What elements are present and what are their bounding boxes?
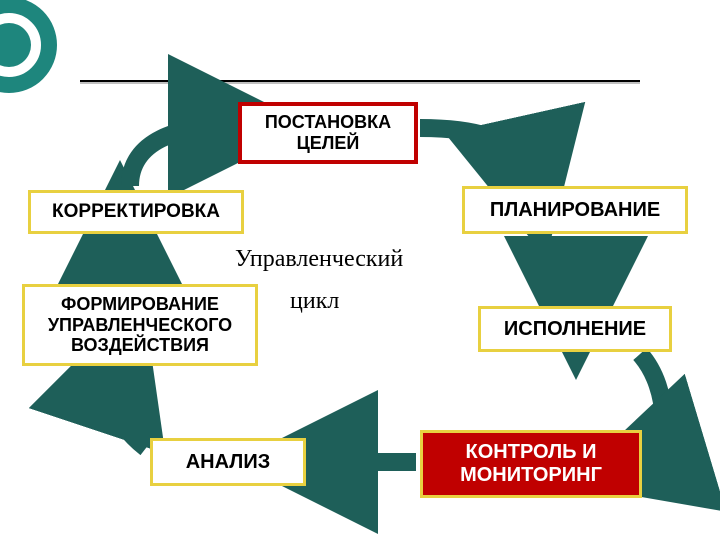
node-impact: ФОРМИРОВАНИЕУПРАВЛЕНЧЕСКОГОВОЗДЕЙСТВИЯ: [22, 284, 258, 366]
node-goal: ПОСТАНОВКАЦЕЛЕЙ: [238, 102, 418, 164]
node-plan: ПЛАНИРОВАНИЕ: [462, 186, 688, 234]
arrow-corr-to-goal: [130, 126, 228, 186]
arrow-anal-to-impact: [113, 374, 146, 448]
node-exec: ИСПОЛНЕНИЕ: [478, 306, 672, 352]
node-ctrl: КОНТРОЛЬ ИМОНИТОРИНГ: [420, 430, 642, 498]
node-anal: АНАЛИЗ: [150, 438, 306, 486]
divider-line-bottom: [80, 82, 640, 84]
center-label-line1: Управленческий: [235, 246, 403, 273]
center-label-line2: цикл: [290, 288, 339, 315]
arrow-exec-to-ctrl: [640, 354, 664, 460]
node-corr: КОРРЕКТИРОВКА: [28, 190, 244, 234]
diagram-stage: Управленческий цикл ПОСТАНОВКАЦЕЛЕЙ ПЛАН…: [0, 0, 720, 540]
arrow-goal-to-plan: [420, 128, 528, 176]
